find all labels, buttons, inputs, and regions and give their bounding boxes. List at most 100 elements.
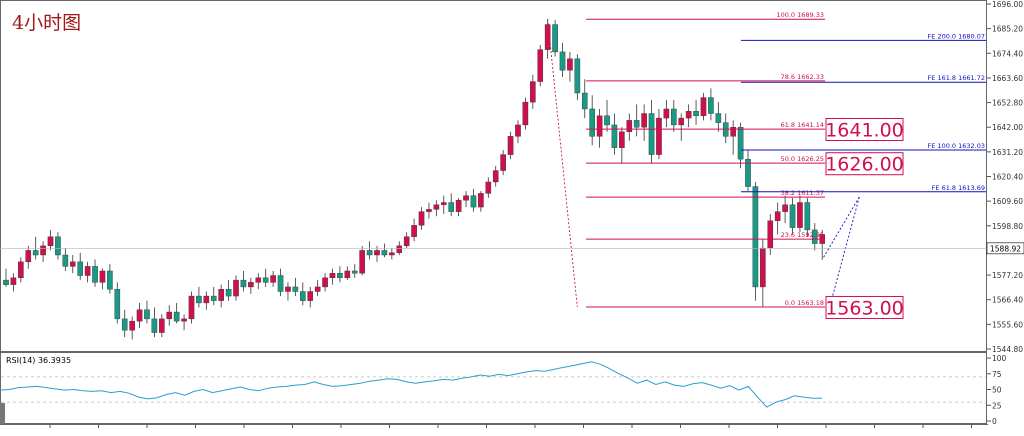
candle: [233, 275, 239, 301]
candle-body: [693, 111, 699, 117]
candle: [277, 268, 284, 297]
candle-body: [396, 245, 403, 253]
candle-body: [62, 254, 69, 267]
candle: [77, 252, 83, 281]
candle-body: [166, 311, 173, 320]
candle-body: [210, 295, 217, 301]
scroll-handle[interactable]: [0, 403, 5, 424]
candle-body: [55, 236, 61, 256]
candle: [648, 99, 655, 164]
candle: [507, 131, 514, 160]
fib-level-label: 0.0 1563.18: [785, 299, 824, 307]
candle-body: [403, 236, 410, 247]
candle: [619, 127, 625, 164]
candle: [737, 122, 744, 169]
candle-body: [270, 275, 276, 283]
candle: [470, 188, 477, 212]
candle-body: [745, 158, 751, 187]
candle: [418, 207, 425, 230]
swing-line: [821, 196, 860, 260]
candle-body: [99, 270, 106, 283]
candle-body: [121, 318, 128, 331]
price-tick-label: 1598.80: [992, 222, 1023, 231]
time-axis-ticks: [49, 424, 972, 428]
candle: [151, 307, 158, 338]
candle-body: [196, 295, 202, 304]
candle: [292, 277, 299, 297]
price-tick-label: 1620.40: [992, 173, 1023, 182]
candle: [62, 248, 69, 271]
level-box: 1626.00: [825, 152, 904, 176]
candle-body: [782, 204, 788, 212]
candle: [685, 104, 692, 128]
candle: [225, 280, 232, 301]
candle-body: [648, 113, 655, 155]
candle: [596, 108, 603, 148]
price-tick-label: 1652.80: [992, 99, 1023, 108]
candle: [604, 99, 610, 132]
candle-body: [448, 202, 455, 212]
fib-level-label: 38.2 1611.37: [781, 189, 824, 197]
candle: [633, 104, 640, 137]
current-price-label: 1588.92: [990, 244, 1021, 253]
candle: [337, 266, 343, 283]
fe-level-label: FE 161.8 1661.72: [928, 74, 985, 82]
candle-body: [708, 97, 714, 114]
fe-level-label: FE 200.0 1680.07: [928, 32, 985, 40]
candle-body: [25, 250, 32, 263]
candle-body: [203, 295, 210, 304]
candle: [262, 268, 269, 287]
candle-body: [3, 279, 9, 285]
candle: [671, 99, 677, 132]
candle-body: [574, 58, 581, 94]
candle-body: [811, 229, 818, 244]
candle: [203, 291, 210, 310]
candle: [344, 266, 351, 281]
candle-body: [188, 295, 195, 320]
candle: [18, 257, 24, 283]
candle-body: [18, 261, 24, 279]
candle-body: [715, 113, 722, 123]
candle-body: [678, 117, 685, 126]
fibonacci-extension[interactable]: FE 200.0 1680.07 FE 161.8 1661.72 FE 100.0…: [741, 32, 986, 193]
fib-level-label: 50.0 1626.25: [781, 155, 824, 163]
fib-level-label: 61.8 1641.14: [781, 121, 824, 129]
candle-body: [366, 250, 373, 256]
candle: [3, 268, 9, 287]
candle-body: [492, 170, 499, 183]
candle: [166, 305, 173, 326]
candle: [752, 181, 759, 301]
candle-body: [730, 127, 736, 137]
candle: [433, 200, 440, 217]
candle-body: [440, 202, 447, 205]
candle-body: [589, 108, 595, 137]
candle-body: [181, 318, 187, 322]
candle: [181, 314, 187, 331]
candle-body: [544, 24, 551, 50]
candle-body: [322, 277, 328, 288]
candle-body: [77, 261, 83, 276]
candle: [730, 120, 736, 155]
candle-body: [463, 195, 469, 201]
candle-body: [151, 318, 158, 333]
candle: [782, 195, 788, 224]
candle: [218, 284, 224, 308]
level-box-text: 1563.00: [825, 297, 904, 319]
candle-body: [300, 291, 306, 301]
candle: [789, 197, 796, 235]
candle: [84, 261, 91, 283]
candle: [455, 197, 462, 217]
current-price-line: 1588.92: [0, 242, 1024, 255]
rsi-line: [0, 361, 823, 408]
price-tick-label: 1685.20: [992, 25, 1023, 34]
candle-body: [530, 81, 536, 103]
fibonacci-retracement[interactable]: 100.0 1689.33 78.6 1662.33 61.8 1641.14 50.…: [586, 11, 825, 308]
candle: [285, 282, 291, 301]
candle: [693, 99, 699, 125]
rsi-label: RSI(14) 36.3935: [6, 356, 71, 365]
candle: [99, 268, 106, 290]
candle: [663, 99, 670, 128]
price-tick-label: 1609.60: [992, 197, 1023, 206]
candle-body: [596, 115, 603, 137]
